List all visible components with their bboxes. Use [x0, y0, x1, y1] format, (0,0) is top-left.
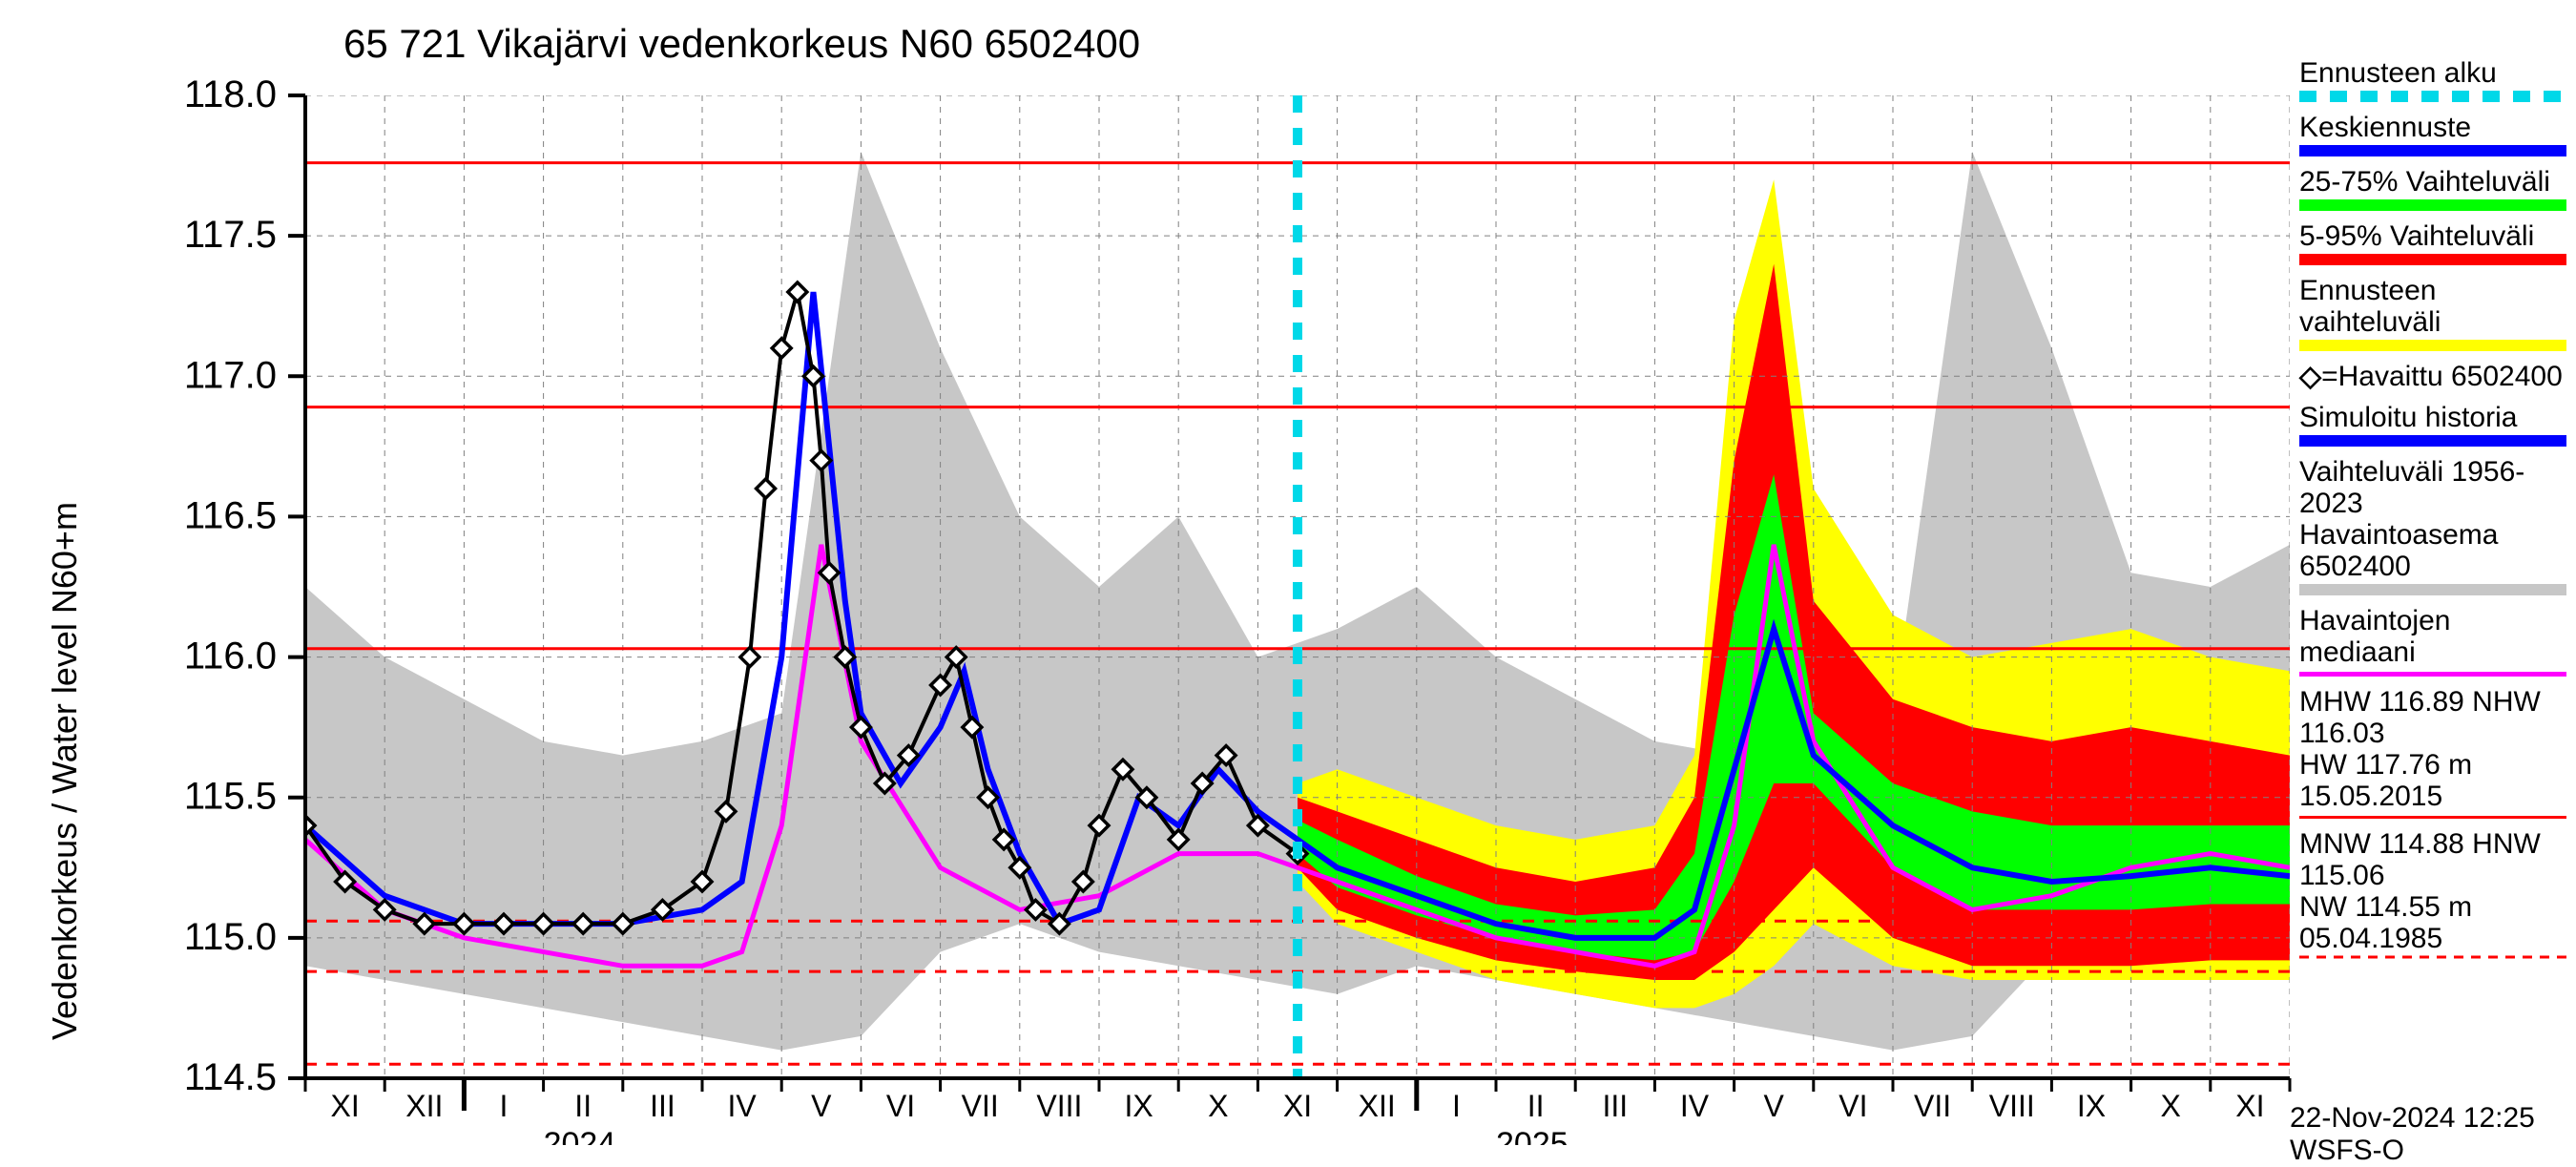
svg-text:XII: XII	[405, 1089, 443, 1123]
chart-container: 114.5 115.0 115.5 116.0 116.5 117.0 117.5 118.0…	[0, 0, 2576, 1145]
svg-text:III: III	[1602, 1089, 1628, 1123]
svg-text:117.5: 117.5	[184, 214, 277, 256]
svg-text:I: I	[1452, 1089, 1461, 1123]
svg-text:XII: XII	[1359, 1089, 1396, 1123]
svg-text:XI: XI	[330, 1089, 359, 1123]
legend: Ennusteen alku Keskiennuste 25-75% Vaiht…	[2299, 57, 2566, 969]
svg-text:V: V	[811, 1089, 832, 1123]
svg-text:II: II	[574, 1089, 592, 1123]
svg-text:V: V	[1764, 1089, 1785, 1123]
legend-range50: 25-75% Vaihteluväli	[2299, 166, 2566, 211]
svg-text:II: II	[1527, 1089, 1545, 1123]
svg-text:2025: 2025	[1496, 1126, 1568, 1145]
legend-stats-low: MNW 114.88 HNW 115.06 NW 114.55 m 05.04.…	[2299, 828, 2566, 960]
svg-text:X: X	[2161, 1089, 2181, 1123]
legend-label: Keskiennuste	[2299, 112, 2471, 143]
svg-text:VIII: VIII	[1036, 1089, 1082, 1123]
legend-swatch	[2299, 340, 2566, 351]
svg-text:118.0: 118.0	[184, 73, 277, 115]
legend-simhist: Simuloitu historia	[2299, 402, 2566, 447]
svg-text:VIII: VIII	[1989, 1089, 2035, 1123]
legend-label: MNW 114.88 HNW 115.06	[2299, 828, 2541, 891]
svg-text:115.0: 115.0	[184, 916, 277, 958]
legend-label: NW 114.55 m 05.04.1985	[2299, 891, 2472, 954]
svg-text:114.5: 114.5	[184, 1056, 277, 1098]
legend-label: =Havaittu 6502400	[2321, 361, 2563, 392]
legend-label: Havaintoasema 6502400	[2299, 519, 2498, 582]
svg-text:VII: VII	[1914, 1089, 1951, 1123]
legend-observed: ◇=Havaittu 6502400	[2299, 361, 2566, 392]
svg-text:VI: VI	[886, 1089, 915, 1123]
legend-label: HW 117.76 m 15.05.2015	[2299, 749, 2472, 812]
svg-text:VI: VI	[1839, 1089, 1867, 1123]
svg-text:IX: IX	[2077, 1089, 2106, 1123]
legend-label: Ennusteen alku	[2299, 57, 2497, 89]
legend-swatch	[2299, 199, 2566, 211]
svg-text:115.5: 115.5	[184, 776, 277, 818]
svg-text:IV: IV	[1680, 1089, 1710, 1123]
legend-median: Havaintojen mediaani	[2299, 605, 2566, 677]
svg-text:65 721 Vikajärvi vedenkorkeus: 65 721 Vikajärvi vedenkorkeus N60 650240…	[343, 21, 1140, 66]
legend-label: Vaihteluväli 1956-2023	[2299, 456, 2524, 519]
svg-text:XI: XI	[2235, 1089, 2264, 1123]
legend-label: Simuloitu historia	[2299, 402, 2517, 433]
legend-swatch	[2299, 435, 2566, 447]
svg-text:116.0: 116.0	[184, 636, 277, 677]
legend-swatch	[2299, 816, 2566, 819]
legend-forecast-start: Ennusteen alku	[2299, 57, 2566, 102]
svg-text:116.5: 116.5	[184, 494, 277, 536]
svg-text:117.0: 117.0	[184, 354, 277, 396]
legend-swatch	[2299, 672, 2566, 677]
legend-swatch	[2299, 954, 2566, 960]
legend-stats-high: MHW 116.89 NHW 116.03 HW 117.76 m 15.05.…	[2299, 686, 2566, 819]
svg-text:I: I	[500, 1089, 509, 1123]
svg-text:IX: IX	[1124, 1089, 1153, 1123]
timestamp: 22-Nov-2024 12:25 WSFS-O	[2290, 1102, 2576, 1167]
diamond-icon: ◇	[2299, 361, 2321, 392]
legend-range90: 5-95% Vaihteluväli	[2299, 220, 2566, 265]
svg-text:VII: VII	[962, 1089, 999, 1123]
legend-swatch	[2299, 145, 2566, 156]
svg-text:Vedenkorkeus / Water level: Vedenkorkeus / Water level N60+m	[45, 502, 84, 1040]
legend-swatch	[2299, 584, 2566, 595]
svg-text:2024: 2024	[544, 1126, 616, 1145]
legend-label: Ennusteen vaihteluväli	[2299, 275, 2441, 338]
chart-svg: 114.5 115.0 115.5 116.0 116.5 117.0 117.5 118.0…	[0, 0, 2576, 1145]
legend-label: 5-95% Vaihteluväli	[2299, 220, 2534, 252]
legend-swatch-dash	[2299, 91, 2566, 102]
svg-text:XI: XI	[1283, 1089, 1312, 1123]
legend-swatch	[2299, 254, 2566, 265]
legend-label: Havaintojen mediaani	[2299, 605, 2450, 668]
legend-label: MHW 116.89 NHW 116.03	[2299, 686, 2541, 749]
legend-label: 25-75% Vaihteluväli	[2299, 166, 2550, 198]
legend-rangefull: Ennusteen vaihteluväli	[2299, 275, 2566, 351]
svg-text:III: III	[650, 1089, 675, 1123]
svg-text:IV: IV	[727, 1089, 757, 1123]
svg-text:X: X	[1208, 1089, 1228, 1123]
legend-histrange: Vaihteluväli 1956-2023 Havaintoasema 650…	[2299, 456, 2566, 595]
legend-mean: Keskiennuste	[2299, 112, 2566, 156]
